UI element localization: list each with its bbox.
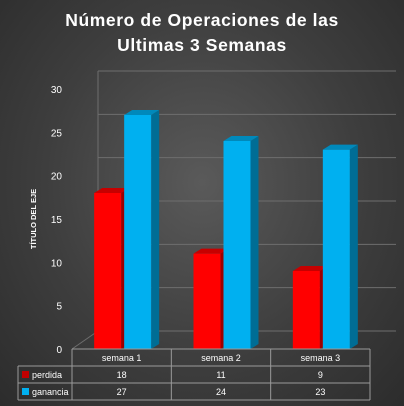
bar-top-perdida [193, 248, 229, 254]
chart-title-line-2: Ultimas 3 Semanas [117, 35, 287, 55]
bar-ganancia [322, 149, 350, 349]
legend-label: perdida [32, 370, 62, 380]
y-tick-label: 25 [51, 128, 63, 139]
x-category-label: semana 1 [102, 353, 142, 363]
y-tick-label: 30 [51, 85, 63, 96]
y-axis-title: TÍTULO DEL EJE [29, 189, 38, 249]
y-tick-label: 10 [51, 258, 63, 269]
bar-top-ganancia [322, 144, 358, 150]
y-tick-label: 15 [51, 215, 63, 226]
bar-side-ganancia [151, 110, 160, 349]
bar-ganancia [223, 141, 251, 349]
bar-top-ganancia [223, 136, 259, 141]
data-table-value: 27 [117, 387, 127, 397]
bar-perdida [94, 193, 122, 349]
y-tick-label: 0 [56, 345, 62, 356]
x-category-label: semana 3 [301, 353, 341, 363]
chart-title-line-1: Número de Operaciones de las [65, 10, 339, 30]
legend-marker [22, 388, 29, 395]
chart-title: Número de Operaciones de las Ultimas 3 S… [0, 8, 404, 58]
y-tick-label: 5 [56, 302, 62, 313]
legend-marker [22, 371, 29, 378]
bar-perdida [193, 253, 221, 349]
bar-side-ganancia [250, 136, 259, 349]
floor-edge [71, 330, 99, 350]
data-table-value: 11 [216, 370, 225, 380]
data-table-value: 23 [315, 387, 325, 397]
bar-top-ganancia [124, 110, 160, 115]
bar-ganancia [124, 115, 152, 349]
data-table-value: 9 [318, 370, 323, 380]
bar-perdida [292, 271, 320, 349]
bar-top-perdida [292, 266, 328, 271]
x-category-label: semana 2 [201, 353, 241, 363]
y-tick-label: 20 [51, 172, 63, 183]
data-table-value: 24 [216, 387, 226, 397]
legend-label: ganancia [32, 387, 69, 397]
bar-side-ganancia [349, 144, 358, 349]
bar-top-perdida [94, 188, 130, 193]
data-table-value: 18 [117, 370, 127, 380]
